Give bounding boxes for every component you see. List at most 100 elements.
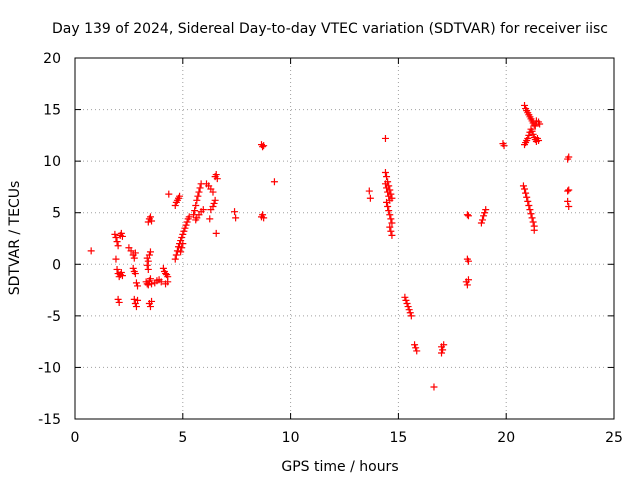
data-point (402, 296, 410, 304)
data-point (565, 203, 573, 211)
data-point (500, 142, 508, 150)
data-point (148, 280, 156, 288)
grid-lines (75, 58, 614, 419)
data-point (403, 299, 411, 307)
data-point (386, 196, 394, 204)
data-point (164, 278, 172, 286)
data-point (146, 213, 154, 221)
data-point (535, 137, 543, 145)
data-point (439, 346, 447, 354)
data-point (525, 131, 533, 139)
data-point (564, 187, 572, 195)
x-tick-label: 15 (389, 430, 407, 446)
data-point (193, 196, 201, 204)
data-point (87, 247, 95, 255)
data-point (565, 153, 573, 161)
data-point (405, 306, 413, 314)
data-point (146, 303, 154, 311)
data-point (524, 197, 532, 205)
data-point (180, 227, 188, 235)
data-point (381, 180, 389, 188)
data-point (159, 264, 167, 272)
data-point (440, 341, 448, 349)
y-tick-label: -5 (47, 309, 61, 325)
data-point (527, 210, 535, 218)
data-point (179, 240, 187, 248)
data-point (212, 229, 220, 237)
x-tick-label: 5 (178, 430, 187, 446)
data-point (528, 127, 536, 135)
data-point (144, 281, 152, 289)
data-point (145, 251, 153, 259)
x-tick-labels: 0 5 10 15 20 25 (71, 430, 623, 446)
data-point (524, 134, 532, 142)
data-point (477, 219, 485, 227)
data-point (480, 212, 488, 220)
data-point (211, 196, 219, 204)
data-point (143, 261, 151, 269)
data-point (209, 203, 217, 211)
data-point (115, 298, 123, 306)
y-axis-label: SDTVAR / TECUs (7, 181, 23, 296)
data-point (113, 265, 121, 273)
data-point (384, 203, 392, 211)
data-point (210, 199, 218, 207)
y-tick-label: 0 (52, 257, 61, 273)
y-tick-labels: -15 -10 -5 0 5 10 15 20 (38, 51, 61, 428)
data-point (206, 215, 214, 223)
data-point (199, 206, 207, 214)
data-point (118, 232, 126, 240)
data-point (118, 272, 126, 280)
data-point (174, 243, 182, 251)
data-point (183, 218, 191, 226)
data-point (384, 188, 392, 196)
data-point (117, 269, 125, 277)
data-point (130, 295, 138, 303)
axis-ticks (74, 57, 615, 420)
data-point (401, 293, 409, 301)
y-tick-label: -15 (38, 412, 61, 428)
x-tick-label: 25 (605, 430, 623, 446)
data-point (176, 192, 184, 200)
data-point (117, 229, 125, 237)
data-point (522, 189, 530, 197)
data-point (388, 219, 396, 227)
data-point (259, 211, 267, 219)
y-tick-label: -10 (38, 360, 61, 376)
data-point (132, 303, 140, 311)
data-point (178, 233, 186, 241)
data-point (387, 227, 395, 235)
data-point (113, 238, 121, 246)
data-point (178, 244, 186, 252)
data-point (259, 143, 267, 151)
data-point (144, 257, 152, 265)
data-point (481, 209, 489, 217)
data-point (386, 223, 394, 231)
data-point (519, 182, 527, 190)
data-point (232, 214, 240, 222)
data-point (526, 206, 534, 214)
data-point (464, 276, 472, 284)
data-point (114, 295, 122, 303)
y-tick-label: 15 (43, 103, 61, 119)
data-point (212, 171, 220, 179)
data-point (129, 264, 137, 272)
data-point (179, 230, 187, 238)
data-point (132, 279, 140, 287)
data-point (165, 190, 173, 198)
data-point (388, 231, 396, 239)
data-point (565, 186, 573, 194)
data-point (406, 309, 414, 317)
data-point (196, 184, 204, 192)
data-point (146, 275, 154, 283)
data-point (157, 278, 165, 286)
data-point (192, 201, 200, 209)
data-point (148, 217, 156, 225)
data-point (365, 187, 373, 195)
data-point (194, 192, 202, 200)
data-point (185, 213, 193, 221)
data-point (131, 270, 139, 278)
data-point (173, 247, 181, 255)
y-tick-label: 5 (52, 206, 61, 222)
data-point (270, 178, 278, 186)
